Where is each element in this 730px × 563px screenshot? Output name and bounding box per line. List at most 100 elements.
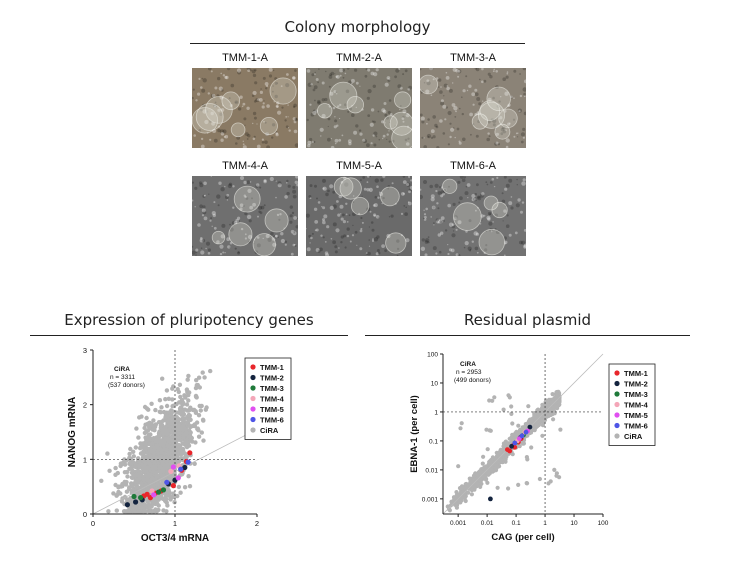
cira-point [187,413,192,418]
micrograph-grain [363,187,367,191]
micrograph-grain [217,108,221,112]
y-axis-label: EBNA-1 (per cell) [409,395,420,473]
micrograph-grain [315,248,320,252]
micrograph-grain [281,106,284,109]
plasmid-scatter-chart: 0.001 0.01 0.1 1 10 100 0.001 0.01 0.1 1 10 100 CAG … [409,352,656,543]
cira-point [156,497,161,502]
cira-point [447,508,452,513]
micrograph-grain [451,223,455,227]
micrograph-grain [293,103,297,108]
micrograph-grain [474,92,479,97]
cira-point [151,509,156,514]
micrograph-grain [455,110,457,113]
micrograph-grain [259,90,263,94]
micrograph-grain [471,193,476,199]
cira-point [148,432,153,437]
micrograph-grain [290,229,295,234]
colony [391,125,412,148]
legend-label: TMM-6 [260,416,284,425]
micrograph-grain [400,212,404,215]
point-tmm-6 [523,429,529,435]
micrograph-grain [232,185,235,188]
tile-label-tmm-5-a: TMM-5-A [336,160,382,172]
micrograph-grain [386,133,389,136]
x-axis-label: CAG (per cell) [491,532,554,543]
cira-point [478,478,483,483]
micrograph-grain [432,78,435,81]
point-tmm-2 [133,499,139,505]
cira-point [154,439,159,444]
micrograph-grain [276,213,280,217]
micrograph-grain [286,179,289,183]
micrograph-grain [202,205,206,209]
cira-point [471,484,476,489]
micrograph-grain [294,117,298,121]
micrograph-grain [505,224,510,228]
cira-point [466,490,471,495]
annotation-n: n = 2953 [456,369,482,376]
micrograph-grain [446,86,450,91]
micrograph-grain [484,248,488,252]
micrograph-grain [222,251,225,254]
micrograph-grain [337,105,340,108]
micrograph-grain [369,210,372,213]
micrograph-grain [433,222,435,224]
micrograph-grain [313,140,316,144]
micrograph-grain [443,188,447,191]
micrograph-grain [420,194,423,200]
micrograph-grain [435,189,438,193]
micrograph-grain [488,221,493,226]
micrograph-grain [384,122,386,124]
micrograph-grain [388,130,390,132]
micrograph-grain [432,246,437,251]
micrograph-grain [517,132,519,134]
cira-point [486,471,491,476]
micrograph-grain [469,112,473,117]
micrograph-grain [483,214,486,217]
point-tmm-1 [187,450,193,456]
micrograph-grain [288,129,291,132]
micrograph-grain [439,220,443,224]
micrograph-grain [507,122,511,126]
micrograph-grain [223,135,226,138]
cira-point [158,410,163,415]
cira-point [477,470,482,475]
micrograph-grain [427,135,430,138]
micrograph-grain [402,115,405,119]
micrograph-grain [373,213,377,217]
micrograph-grain [514,231,518,235]
micrograph-grain [199,238,204,243]
micrograph-grain [325,70,327,73]
micrograph-grain [292,117,296,121]
micrograph-grain [255,98,260,103]
micrograph-grain [200,108,203,112]
micrograph-grain [363,139,367,144]
cira-point [499,458,504,463]
cira-point [137,415,142,420]
micrograph-grain [405,142,410,146]
micrograph-grain [306,213,310,218]
cira-point [556,402,561,407]
micrograph-grain [211,93,216,98]
micrograph-grain [497,143,500,146]
micrograph-grain [492,123,496,127]
micrograph-grain [437,86,440,88]
micrograph-grain [399,86,403,90]
micrograph-grain [239,203,244,207]
micrograph-grain [440,216,445,220]
micrograph-grain [256,183,260,187]
micrograph-grain [293,129,298,134]
micrograph-grain [227,183,233,189]
cira-point [458,426,463,431]
cira-point [146,460,151,465]
cira-point [151,424,156,430]
micrograph-grain [521,201,525,204]
micrograph-grain [495,141,499,145]
micrograph-grain [474,246,479,251]
micrograph-grain [263,179,267,184]
micrograph-grain [309,184,313,188]
cira-point [492,395,497,400]
micrograph-grain [397,84,402,89]
cira-point [555,395,560,400]
micrograph-grain [426,81,431,86]
